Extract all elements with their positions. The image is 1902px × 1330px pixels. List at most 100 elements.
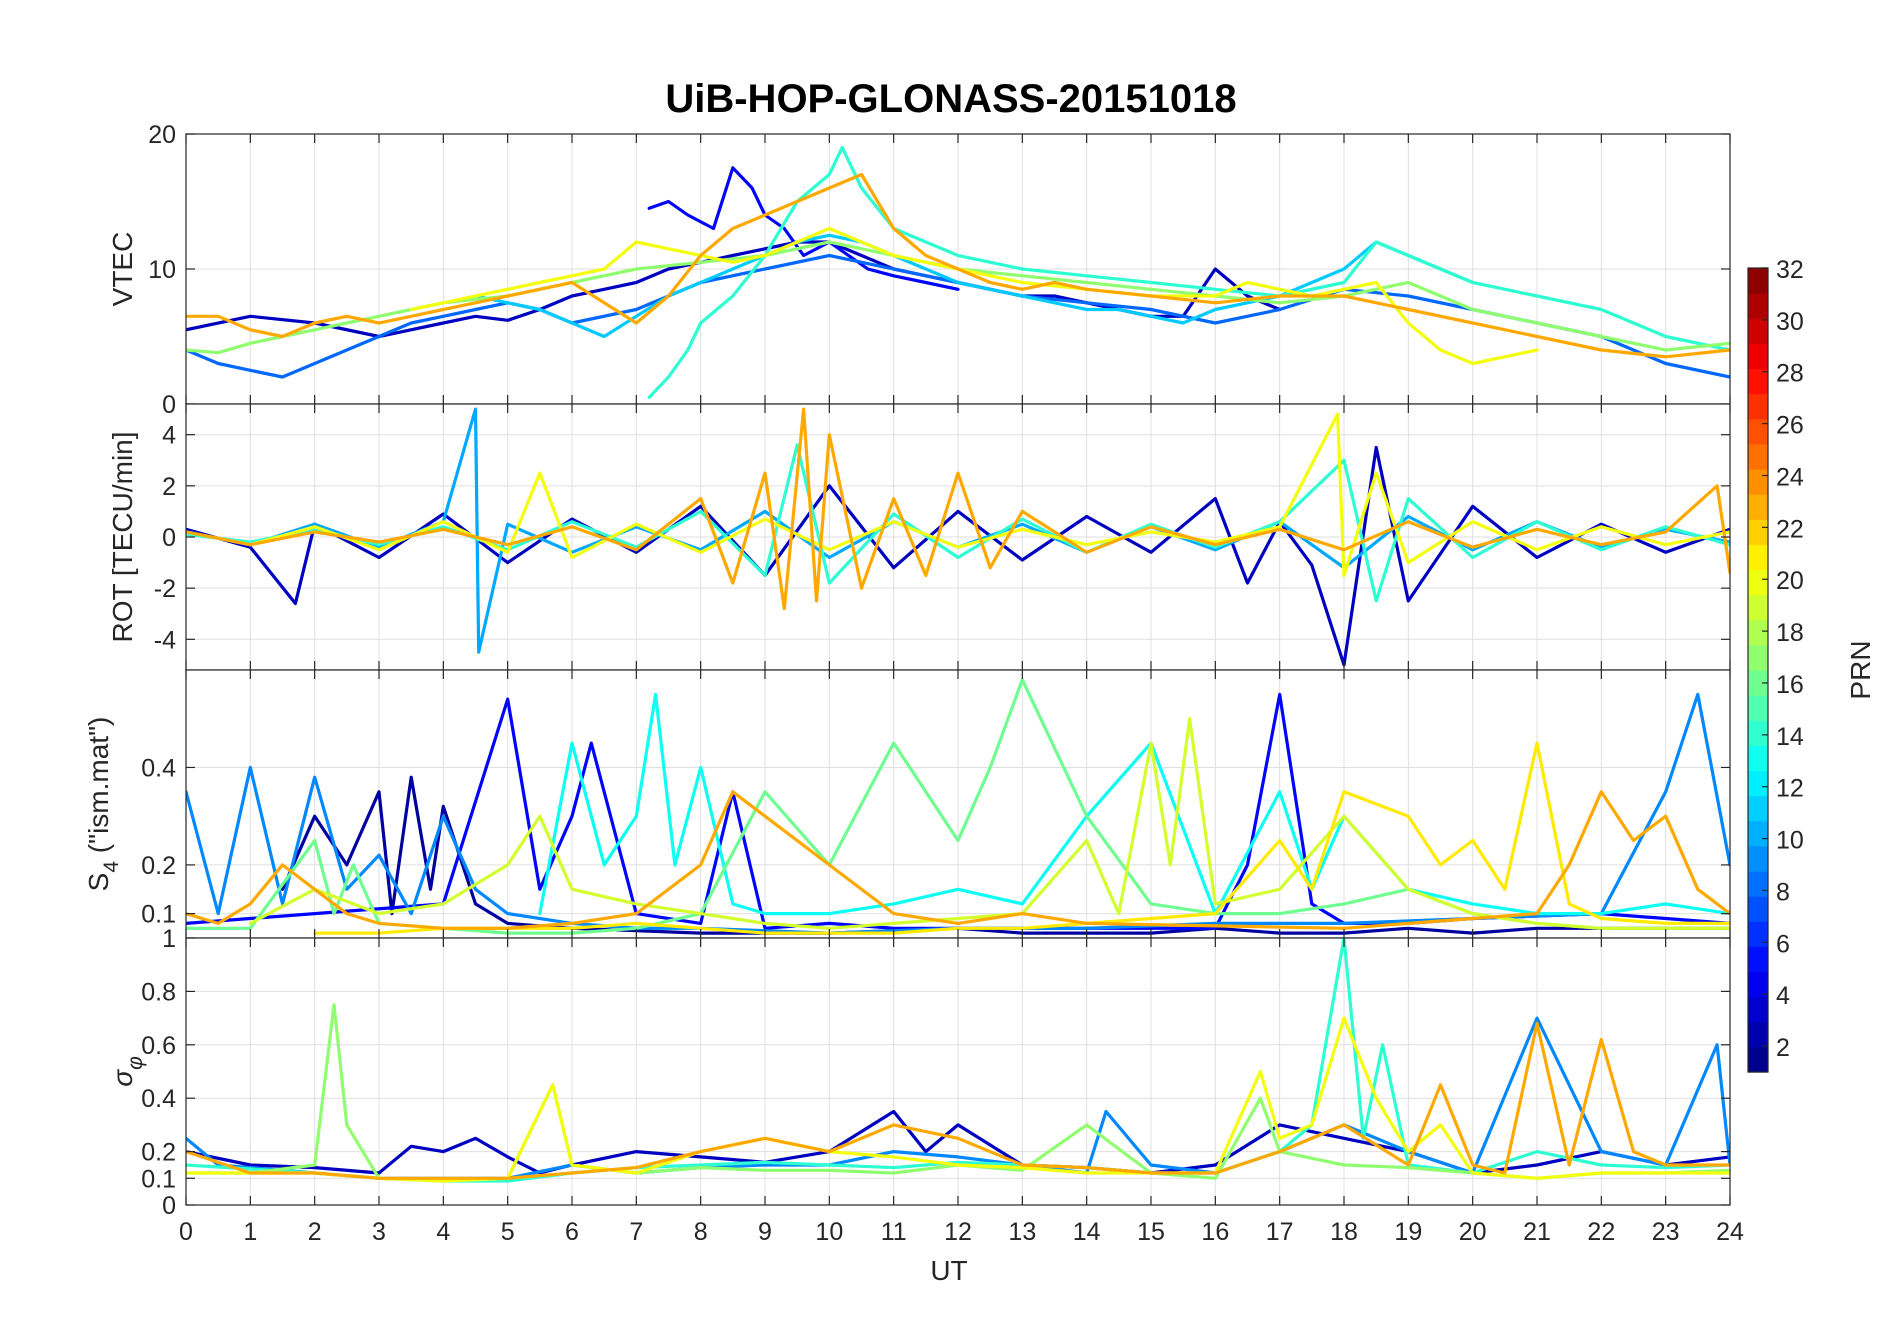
x-axis: 0 1 2 3 4 5 6 7 8 9 10 11 12 13 14 15 16 17 18 19 20 21 22 23 24 [179,1218,1744,1246]
colorbar-segment [1748,644,1768,671]
colorbar-segment [1748,946,1768,973]
series-group [186,145,1730,399]
colorbar-segment [1748,1021,1768,1048]
y-tick-label: 0.8 [141,978,176,1006]
x-tick-label: 7 [629,1218,643,1246]
panel-3: 0.1 0.2 0.4 S4 ("ism.mat") [83,669,1731,939]
series-line-prn-17 [186,1003,1730,1183]
y-axis-label-suffix: ("ism.mat") [83,717,114,861]
x-tick-label: 9 [758,1218,772,1246]
colorbar-segment [1748,469,1768,495]
panel-4: 00.10.2 0.4 0.6 0.8 1 σφ [107,925,1731,1220]
y-axis-label: ROT [TECU/min] [107,431,138,642]
x-tick-label: 14 [1073,1218,1101,1246]
colorbar-segment [1748,569,1768,596]
colorbar-tick-label: 6 [1776,930,1790,958]
y-axis-label-subscript: 4 [100,861,123,873]
colorbar-segment [1748,268,1768,294]
x-tick-label: 2 [308,1218,322,1246]
colorbar-segment [1748,971,1768,998]
x-tick-label: 5 [501,1218,515,1246]
x-tick-label: 13 [1008,1218,1036,1246]
x-tick-label: 16 [1201,1218,1229,1246]
x-tick-label: 17 [1266,1218,1294,1246]
x-tick-label: 22 [1587,1218,1615,1246]
y-tick-label: -2 [154,575,176,603]
y-tick-label: 0.2 [141,1139,176,1167]
x-tick-label: 21 [1523,1218,1551,1246]
y-tick-label: 0 [162,1192,176,1220]
y-tick-label: 0 [162,391,176,419]
colorbar-segment [1748,544,1768,571]
x-tick-label: 15 [1137,1218,1165,1246]
y-tick-label: 0.1 [141,1165,176,1193]
colorbar-frame [1747,267,1769,1073]
colorbar-label: PRN [1845,640,1876,699]
colorbar-segment [1748,695,1768,721]
x-tick-label: 20 [1459,1218,1487,1246]
series-line-prn-17 [186,240,1730,355]
x-tick-label: 12 [944,1218,972,1246]
colorbar-segment [1748,443,1768,470]
colorbar-segment [1748,845,1768,872]
y-tick-label: 0.6 [141,1032,176,1060]
series-line-prn-13 [538,692,1730,916]
y-tick-label: 0.4 [141,1085,176,1113]
colorbar-tick-label: 24 [1776,463,1804,491]
y-tick-label: -4 [154,626,176,654]
colorbar-segment [1748,795,1768,822]
series-group [186,938,1730,1183]
series-line-prn-23 [186,407,1730,611]
colorbar-tick-label: 10 [1776,827,1804,855]
x-tick-label: 8 [694,1218,708,1246]
colorbar-tick-label: 8 [1776,878,1790,906]
y-axis-label: σφ [107,1056,147,1087]
colorbar-tick-label: 2 [1776,1034,1790,1062]
x-tick-label: 11 [881,1218,907,1246]
y-axis-label: S4 ("ism.mat") [83,717,123,892]
colorbar-segment [1748,619,1768,646]
colorbar-tick-label: 14 [1776,723,1804,751]
colorbar-segment [1748,494,1768,520]
y-tick-label: 0.1 [141,901,176,929]
y-axis-label-subscript: φ [124,1056,147,1070]
y-tick-label: 0 [162,524,176,552]
series-line-prn-19 [248,717,1730,930]
x-tick-label: 24 [1716,1218,1744,1246]
y-tick-label: 10 [148,256,176,284]
x-tick-label: 23 [1652,1218,1680,1246]
series-line-prn-20 [409,226,1539,366]
x-tick-label: 0 [179,1218,193,1246]
colorbar-segment [1748,594,1768,621]
y-axis-label: VTEC [107,232,138,307]
y-tick-label: 2 [162,473,176,501]
colorbar-tick-label: 16 [1776,671,1804,699]
series-line-prn-8 [186,253,1730,379]
colorbar-tick-label: 28 [1776,360,1804,388]
panel-2: -4 -2 0 2 4 ROT [TECU/min] [107,403,1731,671]
y-axis-label-main: σ [107,1069,138,1087]
colorbar-segment [1748,343,1768,370]
series-line-prn-5 [647,166,960,291]
colorbar-segment [1748,745,1768,772]
colorbar-tick-label: 12 [1776,775,1804,803]
panel-1: 0 10 20 VTEC [107,121,1731,419]
colorbar-tick-label: 30 [1776,308,1804,336]
colorbar-segment [1748,921,1768,947]
y-tick-label: 0.4 [141,754,176,782]
x-tick-label: 3 [372,1218,386,1246]
colorbar-tick-label: 18 [1776,619,1804,647]
series-line-prn-23 [186,790,1730,930]
colorbar-segment [1748,418,1768,445]
colorbar-segment [1748,770,1768,797]
colorbar-segment [1748,820,1768,847]
colorbar-segment [1748,293,1768,319]
colorbar-tick-label: 4 [1776,982,1790,1010]
colorbar-tick-label: 22 [1776,515,1804,543]
colorbar-segment [1748,996,1768,1023]
colorbar-segment [1748,318,1768,344]
colorbar-segment [1748,393,1768,420]
